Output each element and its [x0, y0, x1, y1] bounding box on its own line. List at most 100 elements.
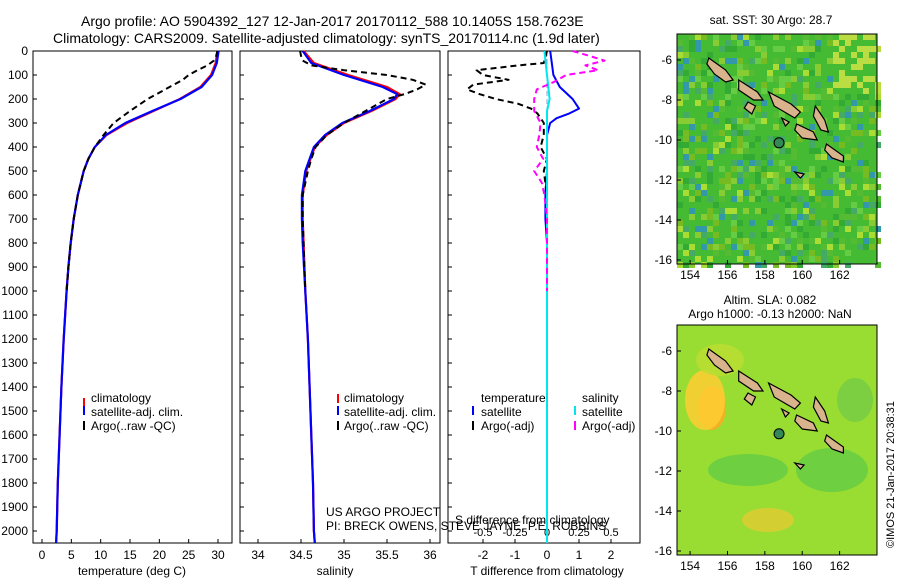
sst-pixel: [683, 190, 689, 196]
sst-pixel: [815, 172, 821, 178]
x-tick-label: 0: [544, 548, 551, 562]
sst-pixel: [833, 40, 839, 46]
sla-map-frame: [676, 324, 878, 556]
sst-pixel: [689, 214, 695, 220]
sst-pixel: [677, 52, 683, 58]
sst-pixel: [857, 190, 863, 196]
sst-pixel: [803, 58, 809, 64]
sst-pixel: [737, 148, 743, 154]
sst-pixel: [689, 40, 695, 46]
sst-pixel: [701, 88, 707, 94]
sst-pixel: [797, 184, 803, 190]
sst-pixel: [809, 250, 815, 256]
sst-pixel: [737, 172, 743, 178]
sst-pixel: [689, 196, 695, 202]
sst-pixel: [773, 178, 779, 184]
sst-pixel: [839, 124, 845, 130]
sst-pixel: [803, 178, 809, 184]
sst-pixel: [791, 202, 797, 208]
sst-pixel: [869, 202, 875, 208]
sst-pixel: [875, 130, 881, 136]
sst-pixel: [833, 82, 839, 88]
sst-pixel: [749, 40, 755, 46]
sst-pixel: [689, 34, 695, 40]
sst-pixel: [767, 154, 773, 160]
sst-pixel: [869, 172, 875, 178]
sst-pixel: [749, 166, 755, 172]
sst-pixel: [767, 184, 773, 190]
sst-pixel: [701, 148, 707, 154]
sst-pixel: [689, 124, 695, 130]
sst-pixel: [869, 118, 875, 124]
sst-pixel: [689, 46, 695, 52]
sst-pixel: [713, 130, 719, 136]
sst-pixel: [773, 226, 779, 232]
sst-pixel: [863, 196, 869, 202]
sst-pixel: [851, 166, 857, 172]
sst-pixel: [761, 118, 767, 124]
map-x-tick-label: 162: [830, 268, 850, 282]
s-tick-label: 0.25: [568, 527, 589, 539]
sst-pixel: [689, 184, 695, 190]
sst-pixel: [737, 130, 743, 136]
sst-map-islands: [706, 57, 845, 179]
sst-pixel: [761, 166, 767, 172]
sst-pixel: [761, 82, 767, 88]
map-x-tick-label: 160: [792, 559, 812, 573]
sst-pixel: [809, 46, 815, 52]
sst-pixel: [839, 244, 845, 250]
sst-pixel: [707, 88, 713, 94]
sst-pixel: [749, 82, 755, 88]
sst-pixel: [839, 58, 845, 64]
sst-pixel: [701, 226, 707, 232]
sst-pixel: [863, 160, 869, 166]
depth-tick-label: 600: [8, 188, 28, 202]
sst-pixel: [827, 34, 833, 40]
sst-pixel: [719, 142, 725, 148]
sst-pixel: [851, 76, 857, 82]
sst-pixel: [761, 190, 767, 196]
sst-pixel: [833, 196, 839, 202]
sst-pixel: [815, 94, 821, 100]
sst-pixel: [731, 244, 737, 250]
header-line-1: Argo profile: AO 5904392_127 12-Jan-2017…: [81, 13, 584, 29]
sst-pixel: [821, 202, 827, 208]
sst-pixel: [845, 34, 851, 40]
sst-pixel: [839, 70, 845, 76]
sst-pixel: [725, 238, 731, 244]
sst-pixel: [725, 124, 731, 130]
sst-pixel: [755, 208, 761, 214]
sla-anomaly-blob: [742, 508, 794, 532]
sst-pixel: [857, 106, 863, 112]
sst-pixel: [689, 208, 695, 214]
sst-pixel: [695, 40, 701, 46]
sst-pixel: [791, 178, 797, 184]
sst-pixel: [785, 166, 791, 172]
sst-pixel: [821, 166, 827, 172]
sst-pixel: [815, 148, 821, 154]
sst-pixel: [773, 184, 779, 190]
sst-pixel: [689, 178, 695, 184]
sst-pixel: [845, 40, 851, 46]
sst-pixel: [737, 106, 743, 112]
sst-pixel: [683, 262, 689, 268]
salinity-lines: [299, 50, 427, 544]
sst-pixel: [713, 244, 719, 250]
map-x-tick-label: 158: [755, 268, 775, 282]
sst-pixel: [803, 256, 809, 262]
sst-pixel: [833, 202, 839, 208]
sst-pixel: [701, 184, 707, 190]
sst-pixel: [761, 52, 767, 58]
sst-pixel: [827, 244, 833, 250]
sst-pixel: [785, 58, 791, 64]
sst-pixel: [839, 112, 845, 118]
sst-pixel: [743, 142, 749, 148]
sst-pixel: [743, 244, 749, 250]
sst-pixel: [683, 232, 689, 238]
sst-pixel: [743, 40, 749, 46]
sst-pixel: [737, 256, 743, 262]
map-y-tick-label: -8: [661, 384, 672, 398]
difference-panel: -2 -1 0 1 2 -0.5 -0.25 0 0.25 0.5 S difference f…: [447, 50, 641, 578]
legend-label: satellite: [481, 405, 522, 419]
sst-pixel: [755, 172, 761, 178]
